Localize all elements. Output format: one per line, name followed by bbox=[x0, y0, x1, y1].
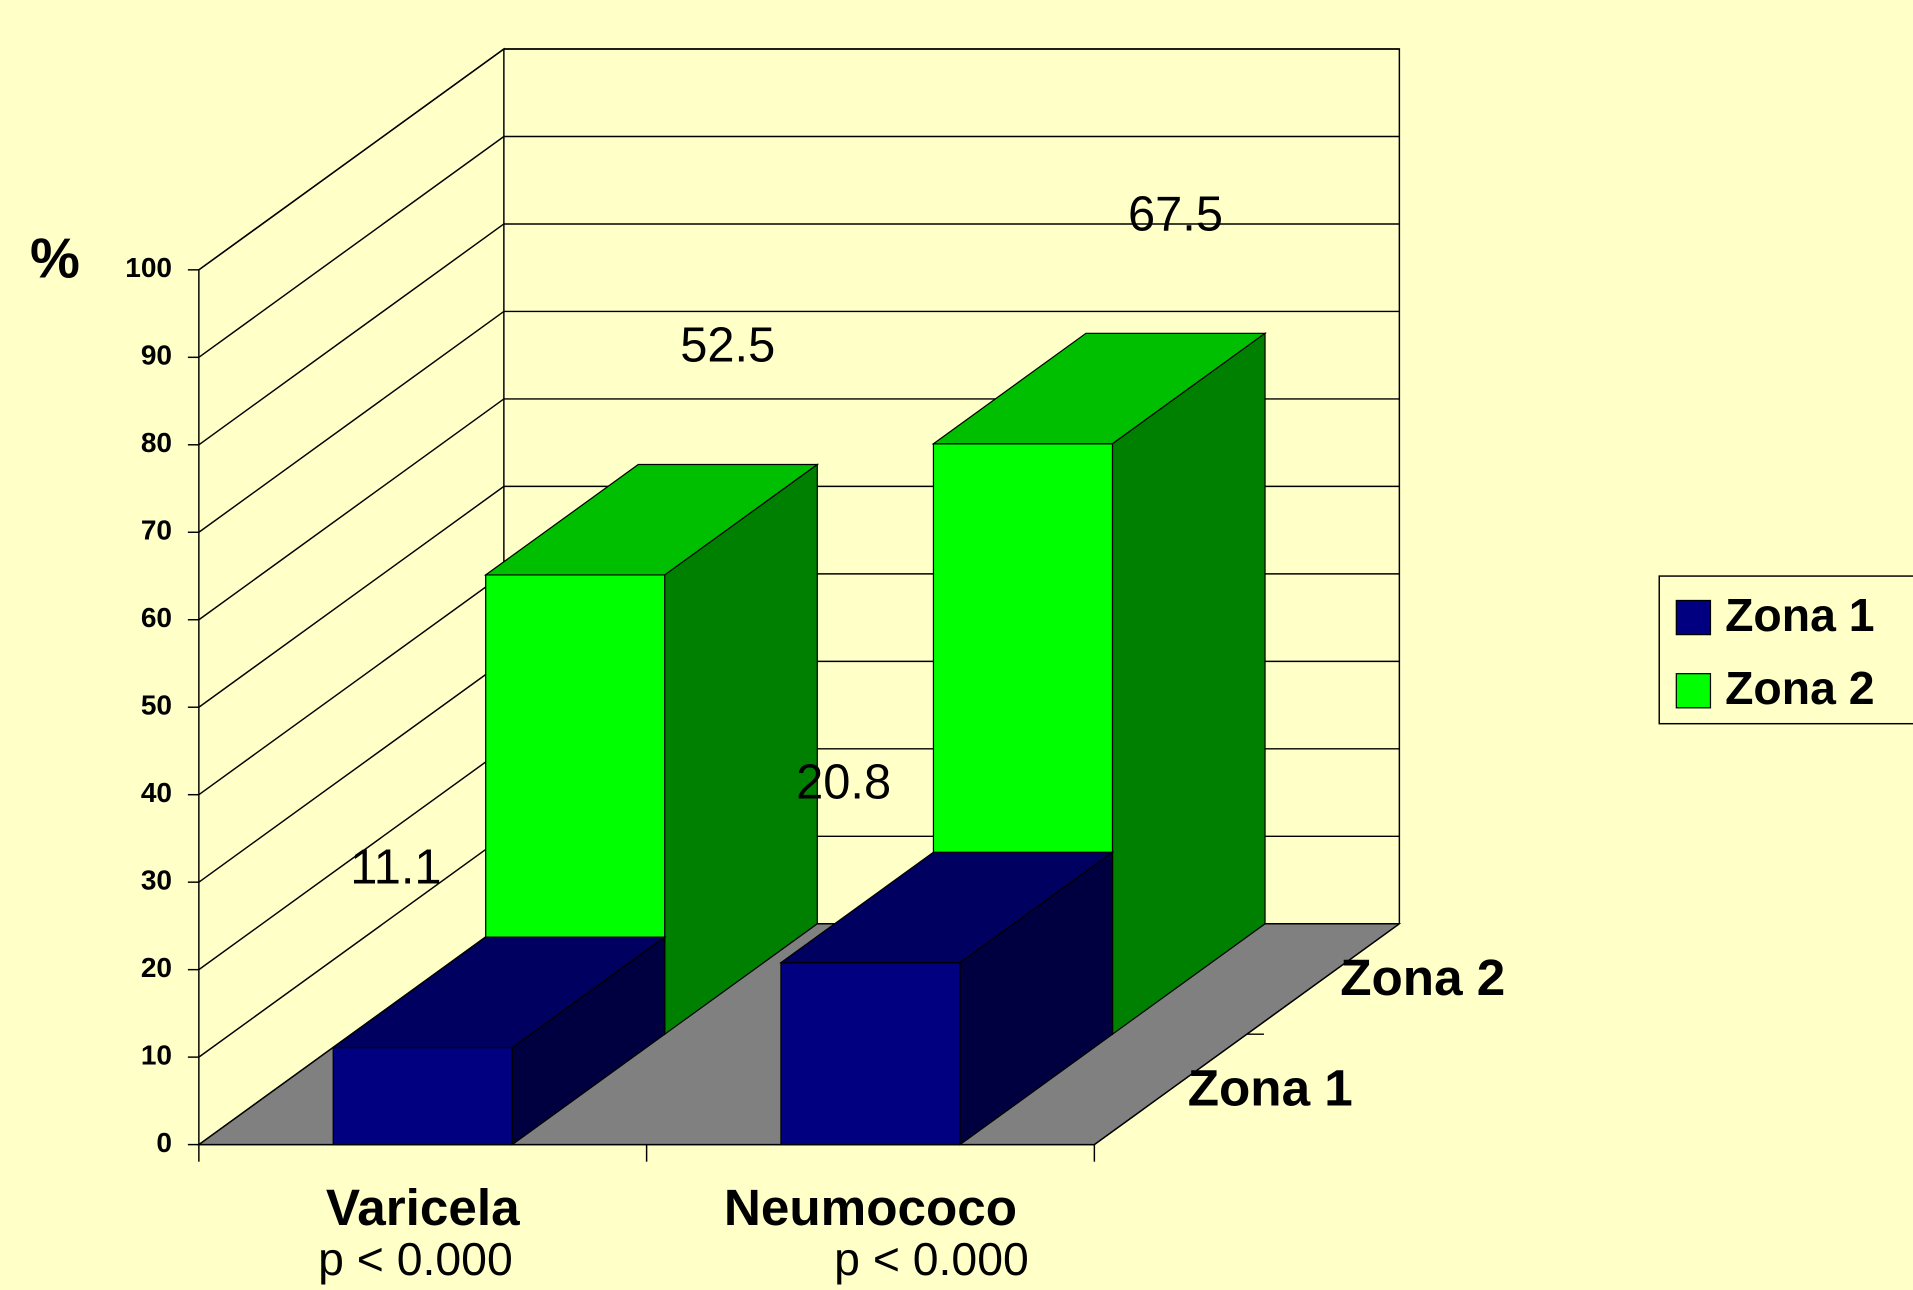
bar bbox=[483, 463, 820, 1036]
grid-line bbox=[198, 135, 1400, 358]
value-label: 11.1 bbox=[350, 840, 441, 894]
y-tick-label: 100 bbox=[125, 252, 172, 283]
grid-line bbox=[198, 48, 1400, 271]
bar-side bbox=[511, 935, 666, 1146]
legend-label: Zona 1 bbox=[1725, 589, 1874, 641]
y-tick-label: 10 bbox=[141, 1040, 172, 1071]
value-label: 52.5 bbox=[680, 319, 775, 373]
y-axis-label: % bbox=[30, 226, 80, 289]
y-tick-label: 90 bbox=[141, 340, 172, 371]
y-tick-label: 70 bbox=[141, 515, 172, 546]
depth-label: Zona 1 bbox=[1188, 1059, 1353, 1116]
legend-box bbox=[1658, 575, 1913, 725]
bar bbox=[331, 935, 667, 1146]
value-label: 67.5 bbox=[1128, 187, 1223, 241]
bar-front bbox=[332, 1046, 513, 1146]
depth-label: Zona 2 bbox=[1340, 949, 1505, 1006]
y-tick-label: 40 bbox=[141, 777, 172, 808]
y-tick-label: 80 bbox=[141, 427, 172, 458]
grid-line bbox=[198, 310, 1400, 533]
value-label: 20.8 bbox=[796, 756, 891, 810]
x-tick-label: Varicela bbox=[326, 1179, 520, 1236]
y-tick-label: 20 bbox=[141, 952, 172, 983]
bar-side bbox=[1111, 332, 1266, 1036]
x-tick-label: Neumococo bbox=[724, 1179, 1017, 1236]
bar-side bbox=[959, 851, 1114, 1146]
y-tick-label: 60 bbox=[141, 602, 172, 633]
bar bbox=[779, 851, 1115, 1146]
category-note: p < 0.000 bbox=[834, 1233, 1029, 1285]
y-tick-label: 50 bbox=[141, 690, 172, 721]
legend-swatch bbox=[1675, 673, 1712, 709]
y-tick-label: 0 bbox=[156, 1127, 172, 1158]
bar-side bbox=[664, 463, 818, 1036]
y-tick-label: 30 bbox=[141, 865, 172, 896]
legend-swatch bbox=[1675, 599, 1712, 636]
category-note: p < 0.000 bbox=[318, 1233, 513, 1285]
grid-line bbox=[198, 223, 1400, 446]
bar-front bbox=[780, 962, 961, 1146]
legend-label: Zona 2 bbox=[1725, 662, 1874, 714]
